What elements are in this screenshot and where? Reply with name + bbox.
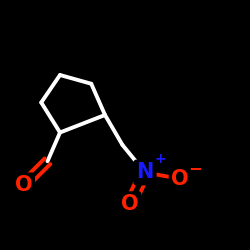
Text: O: O [15,175,32,195]
Text: N: N [136,162,154,182]
Text: +: + [155,152,166,166]
Text: O: O [171,169,189,189]
Text: −: − [188,159,202,177]
Text: O: O [121,194,139,214]
